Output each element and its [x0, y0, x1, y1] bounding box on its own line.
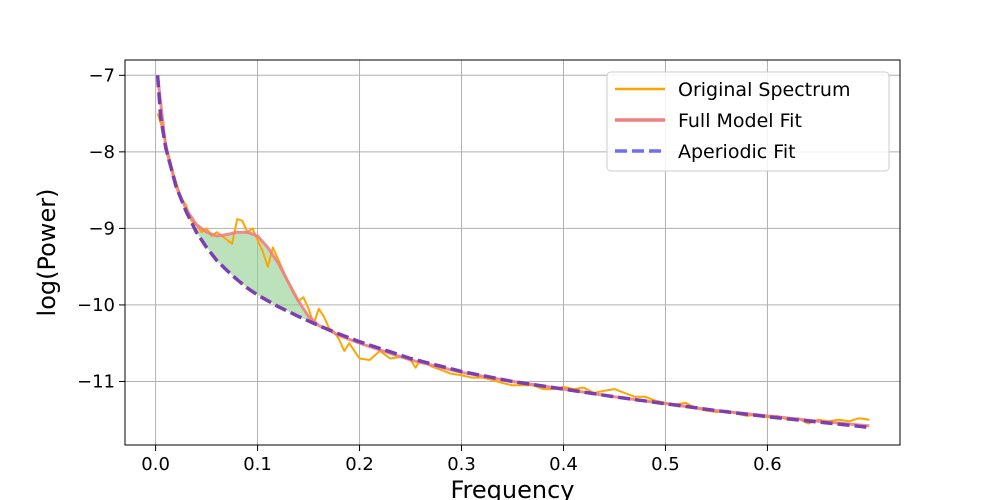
legend-entry-aperiodic-fit: Aperiodic Fit — [678, 141, 796, 163]
x-tick-label-5: 0.5 — [651, 454, 680, 475]
x-tick-label-4: 0.4 — [549, 454, 578, 475]
x-axis-label: Frequency — [451, 476, 575, 500]
x-axis-ticks: 0.0 0.1 0.2 0.3 0.4 0.5 0.6 — [141, 445, 782, 475]
series-line-aperiodic-fit — [155, 75, 870, 430]
x-tick-label-0: 0.0 — [141, 454, 170, 475]
y-tick-label-4: −11 — [77, 371, 115, 392]
legend-entry-original-spectrum: Original Spectrum — [678, 79, 850, 101]
plot-frame — [124, 59, 901, 446]
series-lines — [155, 75, 870, 430]
y-tick-label-1: −8 — [88, 142, 115, 163]
x-tick-label-6: 0.6 — [753, 454, 782, 475]
legend-entry-full-model-fit: Full Model Fit — [678, 110, 802, 132]
x-tick-label-1: 0.1 — [243, 454, 272, 475]
legend-box — [606, 71, 890, 172]
y-tick-label-3: −10 — [77, 295, 115, 316]
legend: Original Spectrum Full Model Fit Aperiod… — [606, 71, 890, 172]
y-tick-label-0: −7 — [88, 65, 115, 86]
x-tick-label-2: 0.2 — [345, 454, 374, 475]
periodic-fill-area — [196, 224, 319, 326]
y-axis-label: log(Power) — [33, 189, 61, 317]
periodic-fill — [196, 224, 319, 326]
y-axis-ticks: −7 −8 −9 −10 −11 — [77, 65, 125, 392]
y-tick-label-2: −9 — [88, 218, 115, 239]
x-tick-label-3: 0.3 — [447, 454, 476, 475]
